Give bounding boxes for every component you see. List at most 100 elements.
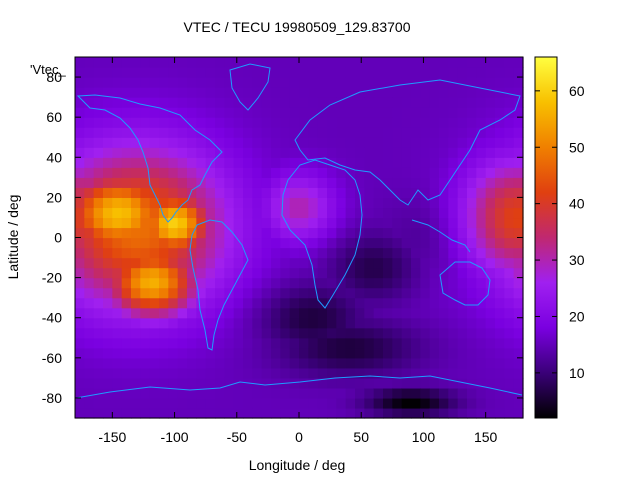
heatmap-cell	[336, 167, 347, 178]
heatmap-cell	[103, 87, 113, 98]
heatmap-cell	[420, 107, 431, 118]
heatmap-cell	[168, 147, 179, 158]
heatmap-cell	[476, 97, 487, 108]
heatmap-cell	[485, 297, 496, 309]
heatmap-cell	[457, 197, 468, 209]
heatmap-cell	[308, 177, 319, 188]
heatmap-cell	[252, 107, 263, 118]
heatmap-cell	[467, 117, 477, 128]
heatmap-cell	[317, 217, 328, 229]
heatmap-cell	[131, 57, 141, 68]
heatmap-cell	[383, 157, 393, 168]
heatmap-cell	[476, 237, 487, 249]
heatmap-cell	[131, 227, 141, 239]
heatmap-cell	[401, 57, 412, 68]
heatmap-cell	[140, 377, 151, 389]
y-tick-label: -40	[42, 310, 62, 326]
heatmap-cell	[196, 287, 207, 299]
heatmap-cell	[327, 87, 337, 98]
heatmap-cell	[149, 327, 160, 339]
heatmap-cell	[233, 187, 244, 198]
heatmap-cell	[336, 267, 347, 279]
heatmap-cell	[373, 157, 384, 168]
heatmap-cell	[457, 117, 468, 128]
heatmap-cell	[308, 327, 319, 339]
heatmap-cell	[392, 307, 403, 319]
heatmap-cell	[513, 297, 524, 309]
heatmap-cell	[289, 297, 300, 309]
heatmap-cell	[103, 397, 113, 409]
heatmap-cell	[364, 127, 375, 138]
heatmap-cell	[121, 267, 132, 279]
heatmap-cell	[289, 227, 300, 239]
heatmap-cell	[168, 67, 179, 78]
heatmap-cell	[485, 187, 496, 198]
heatmap-cell	[112, 397, 123, 409]
heatmap-cell	[252, 357, 263, 369]
heatmap-cell	[299, 97, 309, 108]
heatmap-cell	[261, 217, 272, 229]
heatmap-cell	[513, 397, 524, 409]
heatmap-cell	[75, 277, 85, 289]
heatmap-cell	[457, 147, 468, 158]
heatmap-cell	[457, 167, 468, 178]
heatmap-cell	[448, 367, 459, 379]
heatmap-cell	[317, 97, 328, 108]
heatmap-cell	[261, 327, 272, 339]
heatmap-cell	[233, 287, 244, 299]
heatmap-cell	[485, 217, 496, 229]
heatmap-cell	[495, 387, 505, 399]
heatmap-cell	[457, 207, 468, 219]
heatmap-cell	[411, 267, 421, 279]
heatmap-cell	[467, 67, 477, 78]
heatmap-cell	[140, 327, 151, 339]
heatmap-cell	[429, 247, 440, 259]
heatmap-cell	[448, 167, 459, 178]
heatmap-cell	[392, 257, 403, 269]
heatmap-cell	[168, 207, 179, 219]
heatmap-cell	[308, 357, 319, 369]
heatmap-cell	[233, 297, 244, 309]
heatmap-cell	[457, 297, 468, 309]
heatmap-cell	[355, 167, 365, 178]
heatmap-cell	[159, 217, 169, 229]
heatmap-cell	[215, 337, 225, 349]
heatmap-cell	[299, 157, 309, 168]
heatmap-cell	[308, 147, 319, 158]
heatmap-cell	[392, 187, 403, 198]
heatmap-cell	[513, 317, 524, 329]
heatmap-cell	[355, 187, 365, 198]
heatmap-cell	[149, 177, 160, 188]
heatmap-cell	[121, 327, 132, 339]
heatmap-cell	[252, 347, 263, 359]
heatmap-cell	[289, 327, 300, 339]
heatmap-cell	[177, 407, 188, 419]
heatmap-cell	[317, 317, 328, 329]
heatmap-cell	[84, 187, 95, 198]
heatmap-cell	[457, 347, 468, 359]
heatmap-cell	[140, 187, 151, 198]
heatmap-cell	[429, 267, 440, 279]
heatmap-cell	[243, 107, 253, 118]
heatmap-cell	[168, 197, 179, 209]
heatmap-cell	[205, 247, 216, 259]
heatmap-cell	[383, 327, 393, 339]
heatmap-cell	[485, 207, 496, 219]
heatmap-cell	[448, 97, 459, 108]
heatmap-cell	[495, 397, 505, 409]
heatmap-cell	[233, 407, 244, 419]
heatmap-cell	[140, 397, 151, 409]
heatmap-cell	[243, 57, 253, 68]
heatmap-cell	[308, 287, 319, 299]
heatmap-cell	[513, 197, 524, 209]
heatmap-cell	[112, 107, 123, 118]
heatmap-cell	[299, 287, 309, 299]
heatmap-cell	[233, 117, 244, 128]
heatmap-cell	[457, 287, 468, 299]
heatmap-cell	[224, 317, 235, 329]
heatmap-cell	[373, 217, 384, 229]
heatmap-cell	[383, 217, 393, 229]
heatmap-cell	[140, 407, 151, 419]
heatmap-cell	[205, 337, 216, 349]
heatmap-cell	[140, 177, 151, 188]
